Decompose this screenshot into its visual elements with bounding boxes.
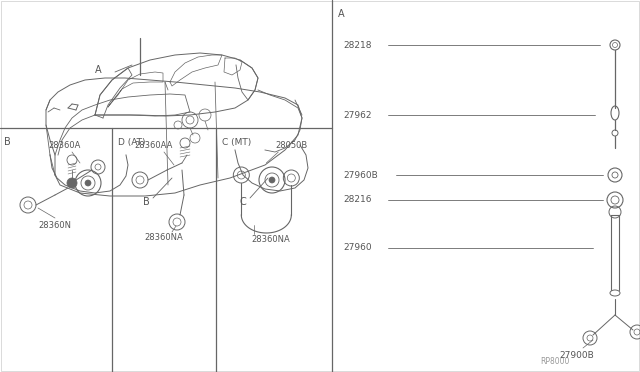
Circle shape xyxy=(67,178,77,188)
Text: 27900B: 27900B xyxy=(559,350,595,359)
Text: 28050B: 28050B xyxy=(275,141,307,150)
Text: C (MT): C (MT) xyxy=(222,138,252,147)
Text: 28218: 28218 xyxy=(343,41,371,49)
Text: 28360A: 28360A xyxy=(49,141,81,150)
Text: 27960B: 27960B xyxy=(343,170,378,180)
Text: A: A xyxy=(95,65,102,75)
Text: 28216: 28216 xyxy=(343,196,371,205)
Text: B: B xyxy=(143,197,150,207)
Text: 28360NA: 28360NA xyxy=(252,235,290,244)
Text: 28360NA: 28360NA xyxy=(145,234,184,243)
Text: 28360N: 28360N xyxy=(38,221,72,230)
Circle shape xyxy=(85,180,91,186)
Text: 27960: 27960 xyxy=(343,244,372,253)
Text: D (AT): D (AT) xyxy=(118,138,145,147)
Text: C: C xyxy=(240,197,247,207)
Text: 28360AA: 28360AA xyxy=(134,141,172,150)
Text: A: A xyxy=(337,9,344,19)
Circle shape xyxy=(269,177,275,183)
Text: B: B xyxy=(4,137,11,147)
Text: RP8000: RP8000 xyxy=(540,357,570,366)
Text: 27962: 27962 xyxy=(343,110,371,119)
